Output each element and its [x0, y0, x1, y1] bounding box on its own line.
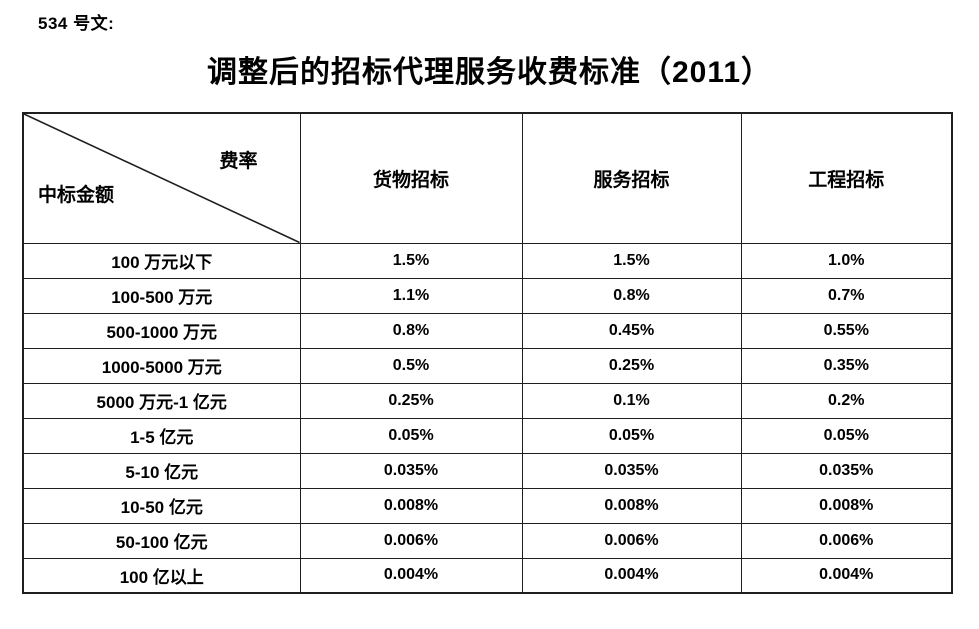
engineering-rate-cell: 0.2%	[740, 382, 953, 419]
corner-header-cell: 费率 中标金额	[22, 112, 301, 244]
engineering-rate-cell: 0.035%	[740, 452, 953, 489]
table-row: 5000 万元-1 亿元 0.25% 0.1% 0.2%	[22, 382, 953, 419]
page-title: 调整后的招标代理服务收费标准（2011）	[206, 56, 773, 89]
goods-rate-cell: 1.5%	[299, 242, 523, 279]
goods-rate-cell: 0.5%	[299, 347, 523, 384]
engineering-rate-cell: 0.006%	[740, 522, 953, 559]
engineering-rate-cell: 0.35%	[740, 347, 953, 384]
amount-cell: 5000 万元-1 亿元	[22, 382, 301, 419]
doc-number-label: 534 号文:	[38, 14, 115, 33]
service-rate-cell: 0.006%	[521, 522, 742, 559]
table-row: 1-5 亿元 0.05% 0.05% 0.05%	[22, 417, 953, 454]
goods-rate-cell: 0.8%	[299, 312, 523, 349]
service-rate-cell: 0.035%	[521, 452, 742, 489]
diagonal-divider-line	[24, 114, 300, 243]
table-row: 1000-5000 万元 0.5% 0.25% 0.35%	[22, 347, 953, 384]
amount-cell: 1-5 亿元	[22, 417, 301, 454]
table-row: 100 万元以下 1.5% 1.5% 1.0%	[22, 242, 953, 279]
service-rate-cell: 0.1%	[521, 382, 742, 419]
goods-rate-cell: 0.25%	[299, 382, 523, 419]
amount-cell: 5-10 亿元	[22, 452, 301, 489]
service-rate-cell: 0.05%	[521, 417, 742, 454]
engineering-rate-cell: 0.008%	[740, 487, 953, 524]
goods-rate-cell: 0.004%	[299, 557, 523, 594]
engineering-rate-cell: 0.05%	[740, 417, 953, 454]
table-header-row: 费率 中标金额 货物招标 服务招标 工程招标	[22, 112, 953, 244]
engineering-rate-cell: 0.55%	[740, 312, 953, 349]
table-row: 5-10 亿元 0.035% 0.035% 0.035%	[22, 452, 953, 489]
table-row: 50-100 亿元 0.006% 0.006% 0.006%	[22, 522, 953, 559]
engineering-rate-cell: 0.7%	[740, 277, 953, 314]
table-row: 100-500 万元 1.1% 0.8% 0.7%	[22, 277, 953, 314]
service-rate-cell: 0.45%	[521, 312, 742, 349]
table-row: 10-50 亿元 0.008% 0.008% 0.008%	[22, 487, 953, 524]
corner-label-amount: 中标金额	[38, 185, 115, 206]
amount-cell: 100 万元以下	[22, 242, 301, 279]
engineering-rate-cell: 1.0%	[740, 242, 953, 279]
goods-rate-cell: 1.1%	[299, 277, 523, 314]
amount-cell: 50-100 亿元	[22, 522, 301, 559]
service-rate-cell: 0.004%	[521, 557, 742, 594]
service-rate-cell: 0.25%	[521, 347, 742, 384]
column-header-engineering: 工程招标	[740, 112, 953, 244]
column-header-service: 服务招标	[521, 112, 742, 244]
table-row: 500-1000 万元 0.8% 0.45% 0.55%	[22, 312, 953, 349]
corner-label-rate: 费率	[219, 151, 258, 172]
amount-cell: 500-1000 万元	[22, 312, 301, 349]
column-header-goods: 货物招标	[299, 112, 523, 244]
amount-cell: 100-500 万元	[22, 277, 301, 314]
amount-cell: 1000-5000 万元	[22, 347, 301, 384]
fee-rate-table: 费率 中标金额 货物招标 服务招标 工程招标 100 万元以下 1.5% 1.5…	[22, 112, 953, 594]
service-rate-cell: 0.008%	[521, 487, 742, 524]
goods-rate-cell: 0.05%	[299, 417, 523, 454]
service-rate-cell: 1.5%	[521, 242, 742, 279]
goods-rate-cell: 0.008%	[299, 487, 523, 524]
goods-rate-cell: 0.006%	[299, 522, 523, 559]
amount-cell: 100 亿以上	[22, 557, 301, 594]
engineering-rate-cell: 0.004%	[740, 557, 953, 594]
table-row: 100 亿以上 0.004% 0.004% 0.004%	[22, 557, 953, 594]
goods-rate-cell: 0.035%	[299, 452, 523, 489]
amount-cell: 10-50 亿元	[22, 487, 301, 524]
service-rate-cell: 0.8%	[521, 277, 742, 314]
